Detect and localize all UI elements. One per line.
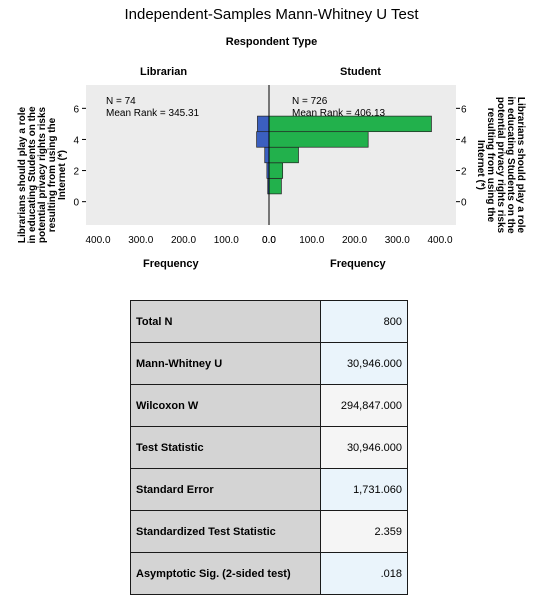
stat-label: Total N [130, 300, 321, 343]
stat-value: 1,731.060 [320, 468, 408, 511]
bar-librarian-4 [256, 131, 270, 148]
x-axis-label-right: Frequency [330, 258, 386, 270]
bar-librarian-3 [264, 146, 270, 164]
stat-label: Asymptotic Sig. (2-sided test) [130, 552, 321, 595]
stat-label: Wilcoxon W [130, 384, 321, 427]
y-tick-label-right-2: 2 [461, 167, 467, 178]
x-tick-label-right-4: 400.0 [427, 235, 452, 246]
x-tick-label-right-0: 0.0 [262, 235, 276, 246]
stat-label: Standardized Test Statistic [130, 510, 321, 553]
stat-value: 30,946.000 [320, 426, 408, 469]
bar-student-3 [268, 146, 299, 164]
x-tick-label-left-2: 200.0 [171, 235, 196, 246]
chart-subtitle: Respondent Type [225, 36, 318, 48]
x-tick-label-right-3: 300.0 [385, 235, 410, 246]
y-tick-label-right-4: 4 [461, 135, 467, 146]
stat-value: .018 [320, 552, 408, 595]
bar-librarian-5 [257, 115, 270, 133]
y-tick-label-right-0: 0 [461, 198, 467, 209]
y-tick-label-left-4: 4 [73, 135, 79, 146]
table-row: Asymptotic Sig. (2-sided test) .018 [130, 552, 408, 595]
x-tick-label-left-3: 100.0 [214, 235, 239, 246]
table-row: Standard Error 1,731.060 [130, 468, 408, 511]
x-tick-label-right-1: 100.0 [299, 235, 324, 246]
table-row: Test Statistic 30,946.000 [130, 426, 408, 469]
x-tick-label-right-2: 200.0 [342, 235, 367, 246]
x-axis-label-left: Frequency [143, 258, 199, 270]
librarian-n-label: N = 74 [106, 96, 136, 107]
x-tick-label-left-0: 400.0 [85, 235, 110, 246]
x-tick-label-left-1: 300.0 [128, 235, 153, 246]
stat-label: Mann-Whitney U [130, 342, 321, 385]
x-tick-label-left-4: 0.0 [262, 235, 276, 246]
stat-label: Standard Error [130, 468, 321, 511]
librarian-mean-rank-label: Mean Rank = 345.31 [106, 108, 200, 119]
stat-label: Test Statistic [130, 426, 321, 469]
bar-student-1 [268, 177, 282, 195]
y-tick-label-right-6: 6 [461, 104, 467, 115]
stat-value: 800 [320, 300, 408, 343]
student-mean-rank-label: Mean Rank = 406.13 [292, 108, 386, 119]
table-row: Total N 800 [130, 300, 408, 343]
table-row: Mann-Whitney U 30,946.000 [130, 342, 408, 385]
student-n-label: N = 726 [292, 96, 328, 107]
y-tick-label-left-6: 6 [73, 104, 79, 115]
table-row: Wilcoxon W 294,847.000 [130, 384, 408, 427]
chart-title: Independent-Samples Mann-Whitney U Test [124, 6, 419, 23]
group-label-librarian: Librarian [140, 66, 188, 78]
bar-student-4 [268, 131, 369, 148]
stat-value: 294,847.000 [320, 384, 408, 427]
y-tick-label-left-0: 0 [73, 198, 79, 209]
stat-value: 30,946.000 [320, 342, 408, 385]
table-row: Standardized Test Statistic 2.359 [130, 510, 408, 553]
test-statistics-table: Total N 800 Mann-Whitney U 30,946.000 Wilcox… [130, 300, 408, 595]
stat-value: 2.359 [320, 510, 408, 553]
y-tick-label-left-2: 2 [73, 167, 79, 178]
bar-student-2 [268, 162, 284, 179]
group-label-student: Student [340, 66, 381, 78]
